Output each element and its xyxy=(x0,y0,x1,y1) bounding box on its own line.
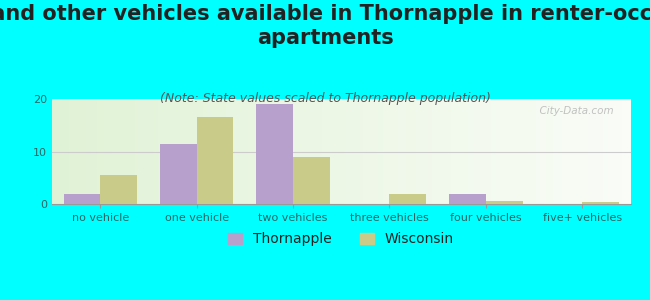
Bar xyxy=(160,144,196,204)
Bar xyxy=(293,157,330,204)
Bar xyxy=(449,194,486,204)
Bar xyxy=(389,194,426,204)
Bar xyxy=(256,104,293,204)
Bar xyxy=(582,202,619,204)
Bar xyxy=(100,175,137,204)
Text: (Note: State values scaled to Thornapple population): (Note: State values scaled to Thornapple… xyxy=(159,92,491,104)
Bar xyxy=(64,194,100,204)
Bar xyxy=(196,117,233,204)
Text: Cars and other vehicles available in Thornapple in renter-occupied
apartments: Cars and other vehicles available in Tho… xyxy=(0,4,650,48)
Legend: Thornapple, Wisconsin: Thornapple, Wisconsin xyxy=(223,226,460,252)
Text: City-Data.com: City-Data.com xyxy=(532,106,613,116)
Bar xyxy=(486,201,523,204)
